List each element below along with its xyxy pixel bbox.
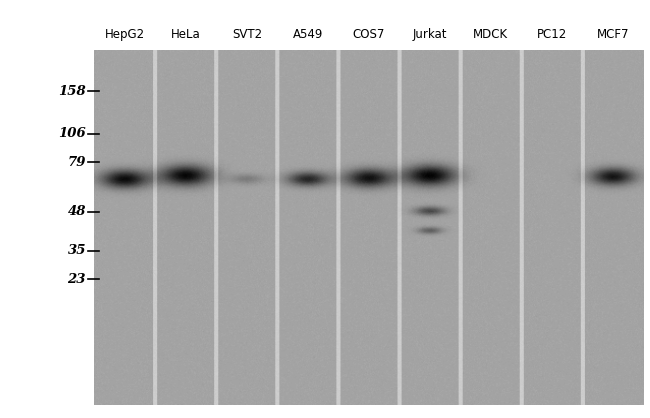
Text: 106: 106 bbox=[58, 127, 86, 140]
Text: 158: 158 bbox=[58, 84, 86, 97]
Text: HeLa: HeLa bbox=[171, 28, 201, 41]
Text: PC12: PC12 bbox=[537, 28, 567, 41]
Text: MDCK: MDCK bbox=[473, 28, 508, 41]
Text: A549: A549 bbox=[292, 28, 323, 41]
Text: 48: 48 bbox=[68, 205, 86, 218]
Text: 79: 79 bbox=[68, 155, 86, 168]
Text: COS7: COS7 bbox=[353, 28, 385, 41]
Text: HepG2: HepG2 bbox=[105, 28, 145, 41]
Text: MCF7: MCF7 bbox=[597, 28, 629, 41]
Text: Jurkat: Jurkat bbox=[413, 28, 447, 41]
Text: 23: 23 bbox=[68, 273, 86, 286]
Text: 35: 35 bbox=[68, 245, 86, 257]
Text: SVT2: SVT2 bbox=[232, 28, 262, 41]
